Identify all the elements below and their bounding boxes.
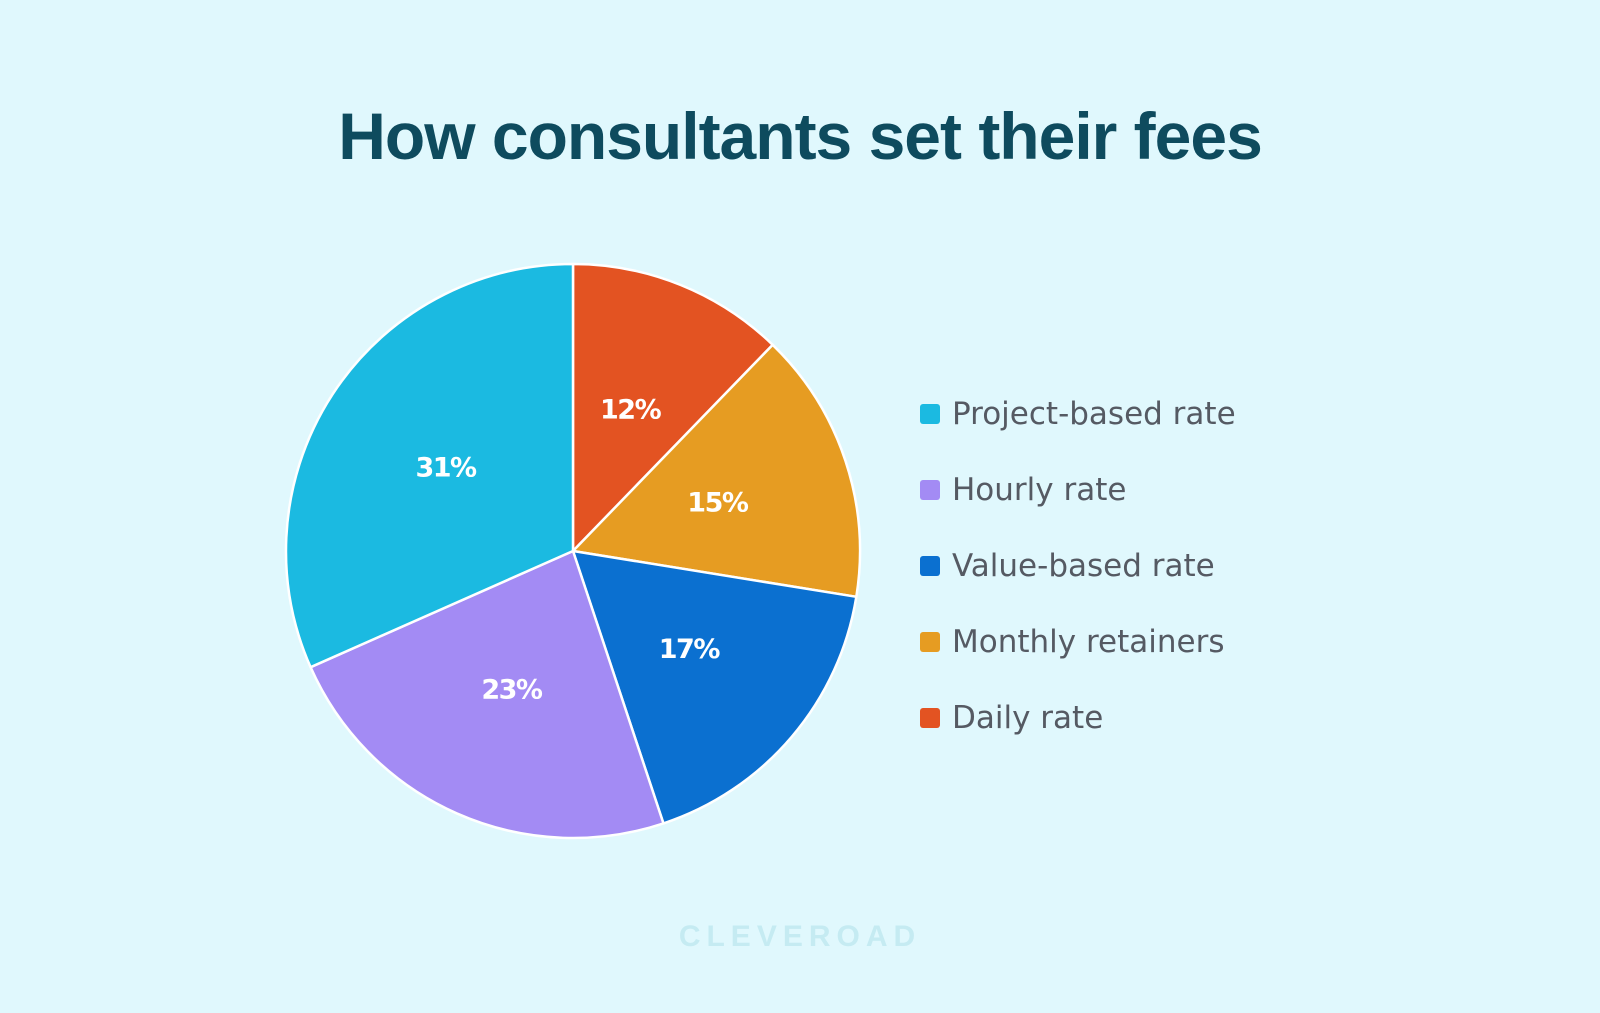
legend-item-hourly-rate: Hourly rate: [920, 452, 1236, 528]
legend-label: Value-based rate: [952, 548, 1215, 584]
legend-swatch: [920, 556, 940, 576]
legend-swatch: [920, 480, 940, 500]
chart-title: How consultants set their fees: [338, 99, 1263, 173]
chart-legend: Project-based rate Hourly rate Value-bas…: [920, 376, 1236, 756]
legend-swatch: [920, 404, 940, 424]
brand-watermark: CLEVEROAD: [678, 920, 922, 953]
legend-label: Monthly retainers: [952, 624, 1225, 660]
legend-label: Project-based rate: [952, 396, 1236, 432]
pie-slice-daily-rate: [571, 262, 774, 553]
slice-value-label: 12%: [600, 395, 662, 426]
slice-value-label: 23%: [481, 675, 543, 706]
legend-item-monthly-retainers: Monthly retainers: [920, 604, 1236, 680]
legend-item-daily-rate: Daily rate: [920, 680, 1236, 756]
legend-label: Hourly rate: [952, 472, 1127, 508]
legend-label: Daily rate: [952, 700, 1104, 736]
pie-slice-hourly-rate: [309, 549, 665, 840]
slice-value-label: 15%: [687, 488, 749, 519]
legend-swatch: [920, 632, 940, 652]
pie-slice-monthly-retainers: [571, 343, 862, 599]
legend-item-value-based-rate: Value-based rate: [920, 528, 1236, 604]
legend-swatch: [920, 708, 940, 728]
legend-item-project-based-rate: Project-based rate: [920, 376, 1236, 452]
pie-slice-value-based-rate: [571, 549, 858, 825]
pie-slice-project-based-rate: [284, 262, 575, 669]
slice-value-label: 31%: [415, 453, 477, 484]
slice-value-label: 17%: [659, 634, 721, 665]
